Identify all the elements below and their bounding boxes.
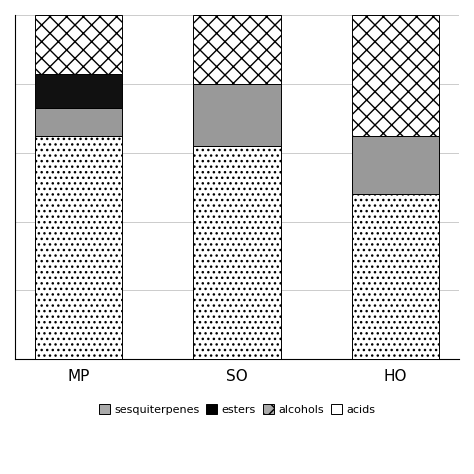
Bar [35,108,122,136]
Bar [193,84,281,146]
Bar [35,73,122,108]
Bar [35,136,122,359]
Bar [193,146,281,359]
Legend: sesquiterpenes, esters, alcohols, acids: sesquiterpenes, esters, alcohols, acids [94,400,380,419]
Bar [35,15,122,73]
Bar [352,194,439,359]
Bar [193,15,281,84]
Bar [352,136,439,194]
Bar [352,15,439,136]
